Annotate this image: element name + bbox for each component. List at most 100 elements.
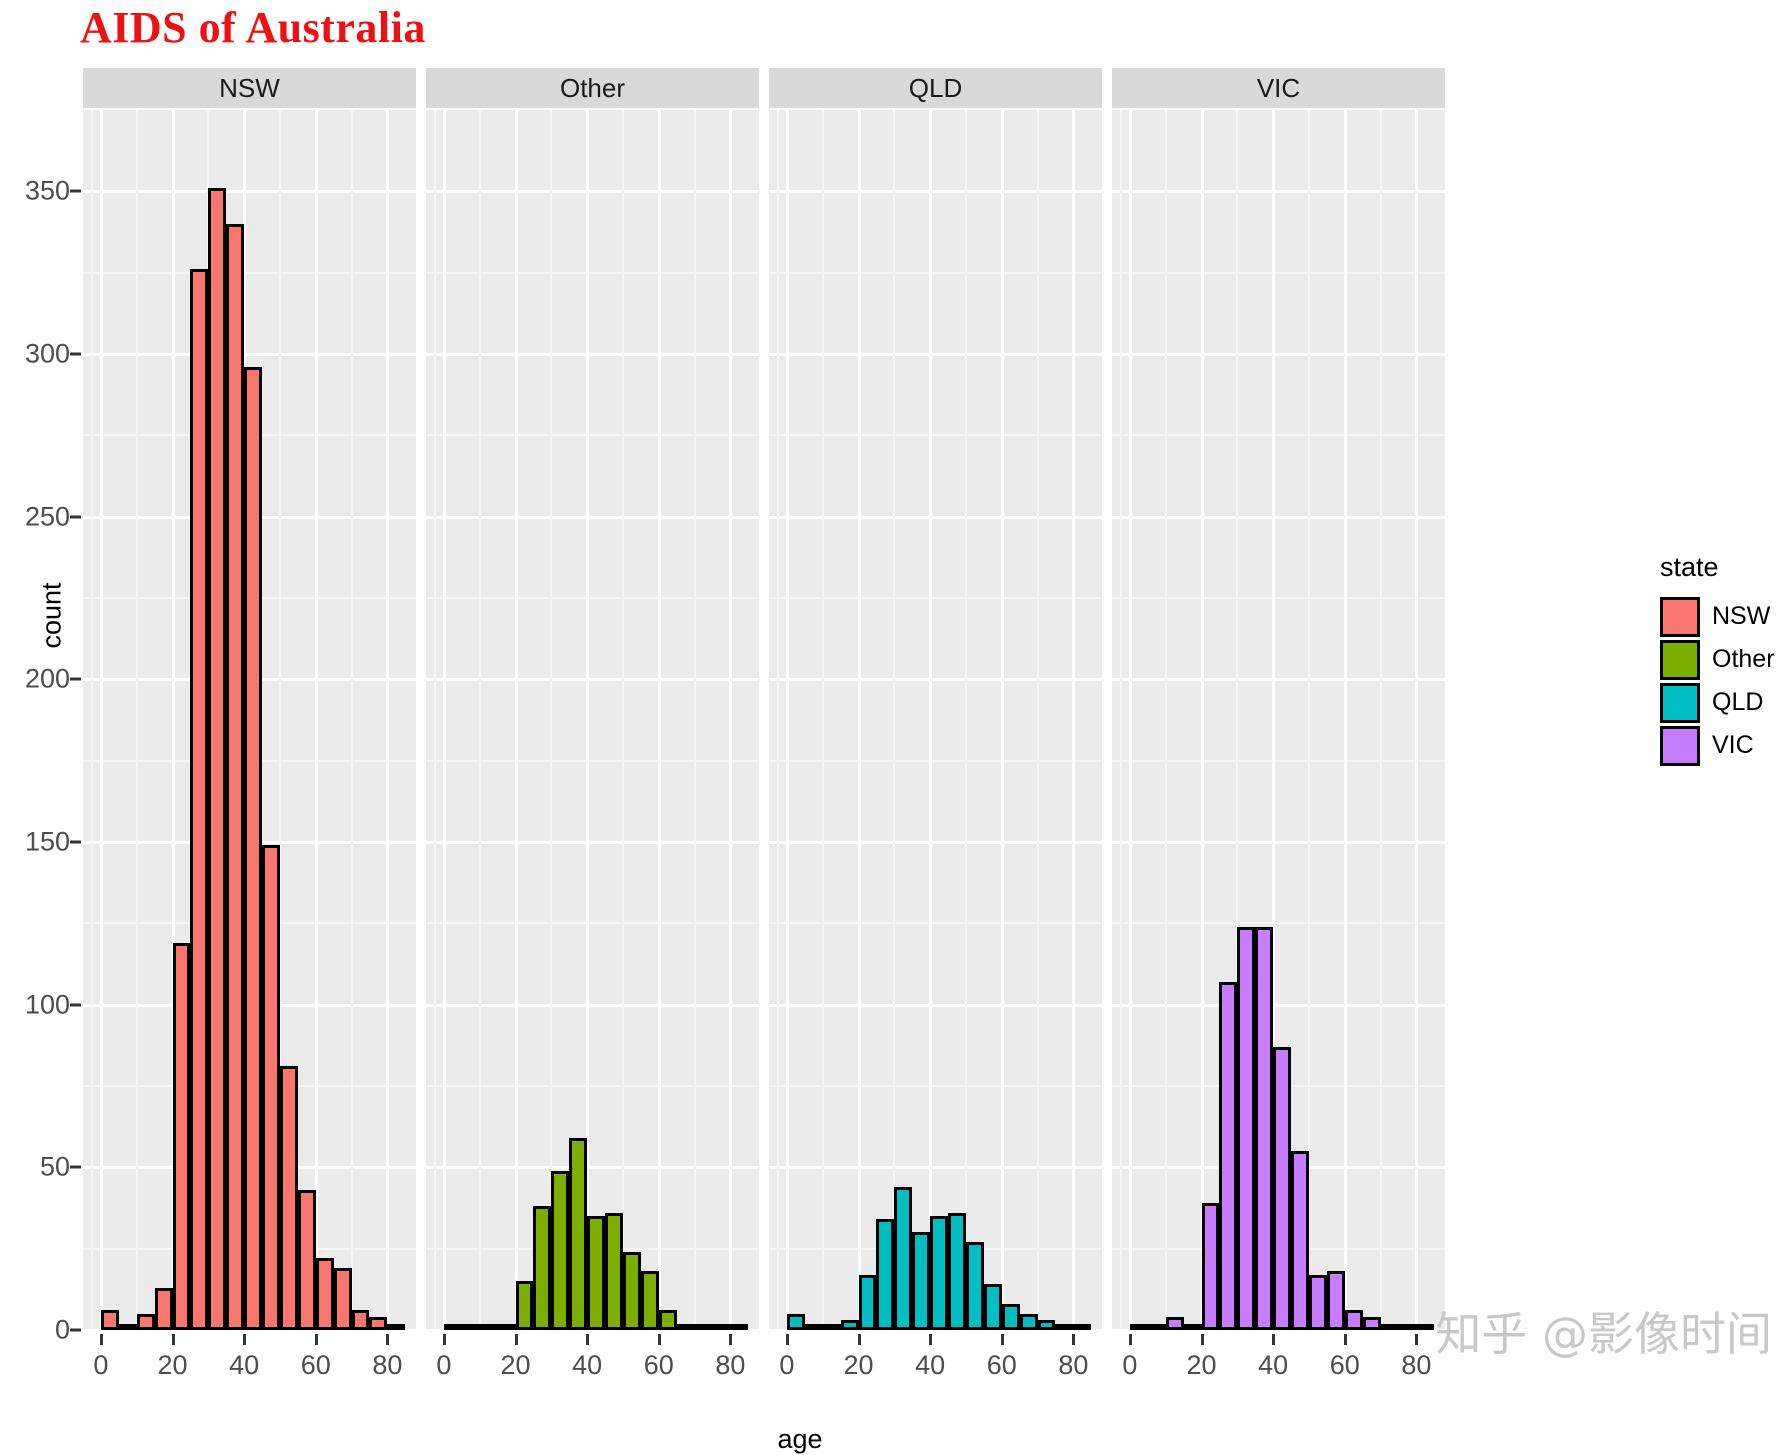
histogram-bar	[1165, 1317, 1184, 1330]
panel-body	[1112, 110, 1445, 1330]
facet-strip-label: QLD	[769, 68, 1102, 108]
y-tick-label: 350	[24, 175, 70, 206]
y-tick-mark	[70, 189, 81, 193]
gridline-horizontal-minor	[426, 597, 759, 599]
x-tick-label: 80	[1058, 1350, 1089, 1380]
y-tick-label: 50	[39, 1151, 70, 1182]
gridline-vertical-major	[657, 110, 661, 1330]
x-tick-label: 20	[843, 1350, 874, 1380]
x-tick-label: 40	[229, 1350, 260, 1380]
histogram-bar	[244, 367, 263, 1330]
gridline-horizontal-minor	[769, 434, 1102, 437]
x-tick-mark	[1272, 1334, 1276, 1345]
x-tick-label: 80	[1401, 1350, 1432, 1380]
histogram-bar	[786, 1313, 805, 1330]
legend-item-qld[interactable]: QLD	[1660, 681, 1790, 724]
gridline-vertical-minor	[1307, 110, 1310, 1330]
y-tick-label: 150	[24, 826, 70, 857]
x-tick-mark	[1200, 1334, 1204, 1345]
x-tick-mark	[171, 1334, 175, 1345]
x-tick-mark	[929, 1334, 933, 1345]
x-tick-label: 60	[986, 1350, 1017, 1380]
x-tick-mark	[243, 1334, 247, 1345]
x-tick-label: 40	[572, 1350, 603, 1380]
gridline-horizontal-major	[769, 190, 1102, 194]
gridline-vertical-minor	[550, 110, 553, 1330]
legend-item-vic[interactable]: VIC	[1660, 724, 1790, 767]
histogram-bar	[965, 1242, 984, 1330]
gridline-vertical-major	[1415, 110, 1419, 1330]
gridline-vertical-minor	[964, 110, 967, 1330]
x-axis-title: age	[777, 1424, 823, 1454]
x-tick-label: 60	[643, 1350, 674, 1380]
histogram-bar	[605, 1212, 623, 1330]
legend: state NSW Other QLD VIC	[1660, 552, 1790, 767]
gridline-horizontal-major	[426, 190, 759, 194]
gridline-vertical-major	[929, 110, 933, 1330]
x-tick-mark	[1415, 1334, 1419, 1345]
facet-strip-label: VIC	[1112, 68, 1445, 108]
y-tick-mark	[70, 677, 81, 681]
x-tick-label: 0	[93, 1350, 109, 1380]
histogram-bar	[461, 1323, 480, 1330]
x-tick-mark	[586, 1334, 590, 1345]
gridline-vertical-major	[386, 110, 390, 1330]
gridline-vertical-major	[99, 110, 103, 1330]
histogram-bar	[1416, 1324, 1435, 1330]
histogram-bar	[118, 1324, 137, 1330]
y-tick-mark	[70, 352, 81, 356]
x-tick-mark	[1128, 1334, 1132, 1345]
x-tick-label: 80	[372, 1350, 403, 1380]
histogram-bar	[533, 1206, 552, 1330]
x-tick-mark	[99, 1334, 103, 1345]
histogram-bar	[190, 269, 209, 1330]
gridline-horizontal-minor	[426, 434, 759, 437]
histogram-bar	[1255, 926, 1274, 1330]
gridline-horizontal-major	[426, 1166, 759, 1170]
page-title: AIDS of Australia	[80, 3, 426, 52]
gridline-vertical-minor	[478, 110, 481, 1330]
legend-item-other[interactable]: Other	[1660, 638, 1790, 681]
histogram-bar	[1326, 1271, 1345, 1330]
histogram-bar	[1398, 1324, 1417, 1330]
histogram-bar	[1019, 1313, 1038, 1330]
legend-item-nsw[interactable]: NSW	[1660, 595, 1790, 638]
gridline-vertical-major	[514, 110, 518, 1330]
gridline-horizontal-minor	[1112, 434, 1445, 437]
histogram-bar	[1129, 1324, 1148, 1330]
x-tick-mark	[657, 1334, 661, 1345]
gridline-horizontal-minor	[426, 1085, 759, 1087]
histogram-bar	[172, 942, 191, 1330]
gridline-horizontal-major	[1112, 190, 1445, 194]
panel-body	[83, 110, 416, 1330]
panel-body	[426, 110, 759, 1330]
x-tick-mark	[442, 1334, 446, 1345]
y-tick-mark	[70, 1328, 81, 1332]
legend-key-swatch	[1660, 682, 1700, 723]
x-tick-label: 20	[157, 1350, 188, 1380]
histogram-bar	[1273, 1046, 1292, 1330]
gridline-horizontal-major	[83, 353, 416, 356]
histogram-bar	[1219, 981, 1238, 1330]
gridline-vertical-major	[1000, 110, 1004, 1330]
y-tick-mark	[70, 515, 81, 519]
histogram-bar	[876, 1219, 895, 1330]
gridline-vertical-minor	[1236, 110, 1239, 1330]
histogram-bar	[515, 1281, 534, 1330]
y-axis-title: count	[36, 582, 67, 649]
gridline-vertical-major	[586, 110, 590, 1330]
x-tick-label: 60	[300, 1350, 331, 1380]
gridline-horizontal-major	[426, 353, 759, 356]
legend-item-label: QLD	[1712, 688, 1764, 716]
histogram-bar	[387, 1324, 406, 1330]
histogram-bar	[640, 1271, 659, 1330]
histogram-bar	[479, 1324, 498, 1330]
legend-key-swatch	[1660, 639, 1700, 680]
gridline-vertical-major	[442, 110, 446, 1330]
gridline-horizontal-major	[769, 841, 1102, 844]
gridline-horizontal-minor	[769, 759, 1102, 762]
histogram-bar	[351, 1310, 370, 1330]
gridline-vertical-minor	[350, 110, 353, 1330]
histogram-bar	[1380, 1324, 1399, 1330]
gridline-vertical-major	[1128, 110, 1132, 1330]
